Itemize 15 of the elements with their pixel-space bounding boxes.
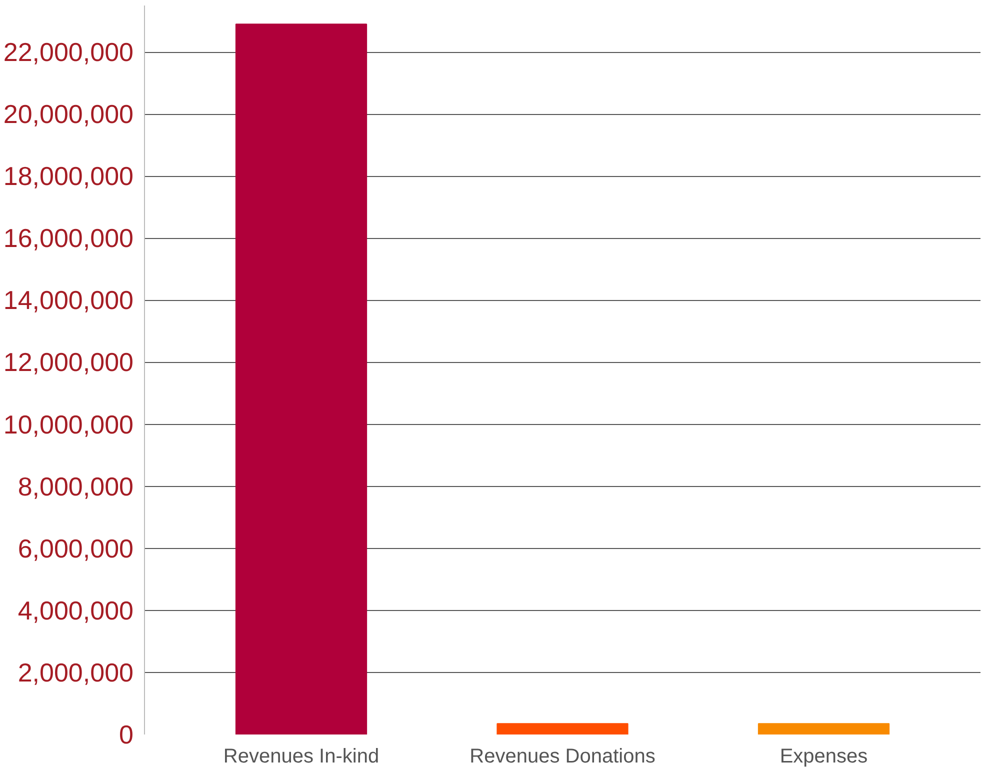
- x-tick-label: Expenses: [780, 746, 868, 768]
- y-tick-label: 14,000,000: [3, 285, 134, 316]
- y-tick-label: 22,000,000: [3, 37, 134, 68]
- y-tick-label: 0: [119, 720, 134, 750]
- y-tick-label: 12,000,000: [3, 347, 134, 378]
- y-tick-label: 6,000,000: [18, 533, 134, 564]
- x-tick-label: Revenues In-kind: [223, 746, 380, 768]
- y-tick-label: 8,000,000: [18, 471, 134, 502]
- y-tick-label: 2,000,000: [18, 657, 134, 688]
- y-tick-label: 20,000,000: [3, 99, 134, 130]
- y-tick-label: 16,000,000: [3, 223, 134, 254]
- y-tick-label: 18,000,000: [3, 161, 134, 192]
- y-tick-label: 10,000,000: [3, 409, 134, 440]
- y-tick-label: 4,000,000: [18, 595, 134, 626]
- x-tick-label: Revenues Donations: [470, 746, 656, 768]
